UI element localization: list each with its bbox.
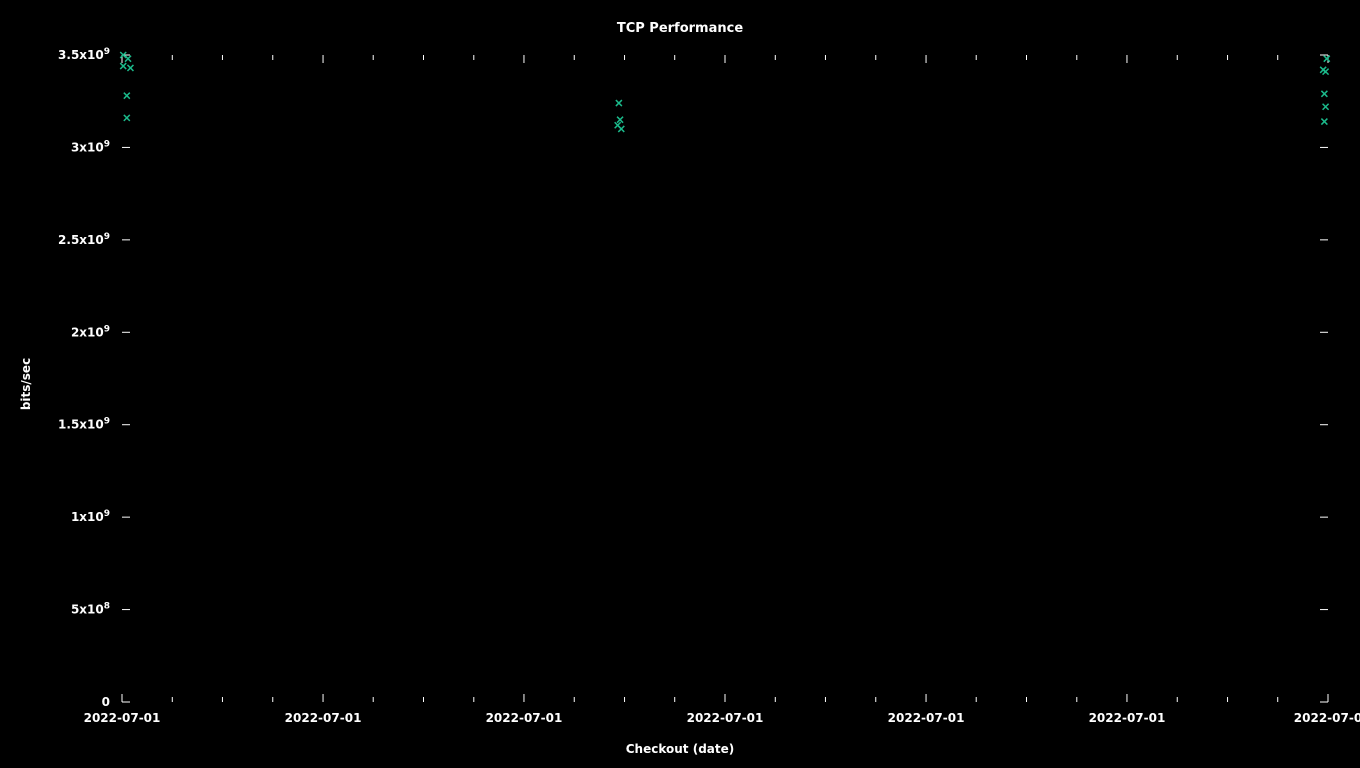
ytick-label: 3x109	[71, 139, 110, 154]
xtick-label: 2022-07-01	[285, 711, 362, 725]
ytick-label: 1.5x109	[58, 417, 110, 432]
ytick-label: 3.5x109	[58, 47, 110, 62]
xtick-label: 2022-07-01	[486, 711, 563, 725]
data-point	[1324, 56, 1330, 62]
ytick-label: 5x108	[71, 602, 110, 617]
tcp-performance-chart: TCP Performance bits/sec Checkout (date)…	[0, 0, 1360, 768]
xtick-label: 2022-07-01	[888, 711, 965, 725]
ytick-label: 2x109	[71, 324, 110, 339]
xtick-label: 2022-07-0	[1294, 711, 1360, 725]
data-point	[124, 115, 130, 121]
data-point	[1323, 104, 1329, 110]
data-point	[120, 63, 126, 69]
data-point	[618, 126, 624, 132]
data-point	[124, 93, 130, 99]
xtick-label: 2022-07-01	[84, 711, 161, 725]
data-point	[1321, 119, 1327, 125]
data-point	[127, 65, 133, 71]
data-point	[1321, 91, 1327, 97]
data-point	[616, 100, 622, 106]
chart-svg: 0 5x108 1x109 1.5x109 2x109 2.5x109 3x109 3.5x1…	[0, 0, 1360, 768]
xtick-label: 2022-07-01	[687, 711, 764, 725]
ytick-label: 2.5x109	[58, 232, 110, 247]
ytick-label: 0	[102, 695, 110, 709]
ytick-label: 1x109	[71, 509, 110, 524]
data-point	[125, 56, 131, 62]
data-point	[1323, 69, 1329, 75]
xtick-label: 2022-07-01	[1089, 711, 1166, 725]
